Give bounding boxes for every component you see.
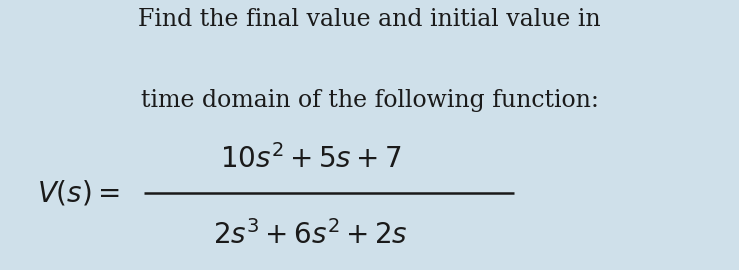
Text: time domain of the following function:: time domain of the following function: <box>140 89 599 112</box>
Text: $V(s)=$: $V(s)=$ <box>37 178 120 208</box>
Text: $10s^{2}+5s+7$: $10s^{2}+5s+7$ <box>219 144 401 174</box>
Text: $2s^{3}+6s^{2}+2s$: $2s^{3}+6s^{2}+2s$ <box>213 220 408 250</box>
Text: Find the final value and initial value in: Find the final value and initial value i… <box>138 8 601 31</box>
